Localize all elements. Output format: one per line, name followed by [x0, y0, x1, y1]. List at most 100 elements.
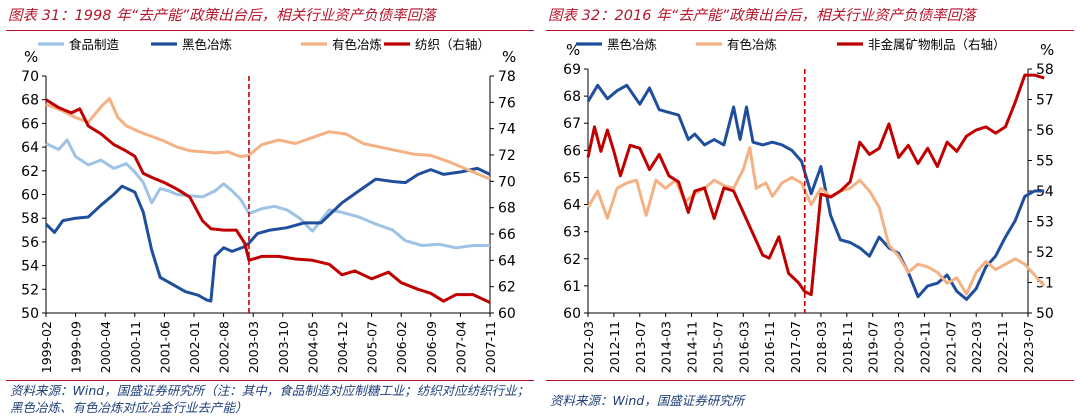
series-line-纺织（右轴）: [45, 98, 491, 304]
x-tick-label: 1999-09: [69, 321, 84, 373]
x-tick-label: 2014-03: [659, 321, 674, 373]
y-tick-label: 62: [21, 164, 39, 180]
y-tick-label: 64: [563, 198, 581, 214]
series-line-有色冶炼: [45, 97, 491, 181]
y-tick-label: 58: [21, 211, 39, 227]
x-tick-label: 2012-11: [607, 321, 622, 373]
y-tick-label: 68: [563, 89, 581, 105]
title-rule: [6, 30, 534, 31]
x-tick-label: 2000-11: [128, 321, 143, 373]
y-tick-label: 63: [563, 225, 581, 241]
y2-tick-label: 64: [498, 253, 516, 269]
y-tick-label: 69: [563, 62, 581, 78]
y2-tick-label: 57: [1036, 93, 1054, 109]
x-tick-label: 2020-11: [917, 321, 932, 373]
y-tick-label: 60: [21, 188, 39, 204]
y2-tick-label: 72: [498, 148, 516, 164]
y-tick-label: 54: [21, 259, 39, 275]
legend-label: 纺织（右轴）: [415, 37, 490, 52]
y2-tick-label: 74: [498, 122, 516, 138]
y2-tick-label: 55: [1036, 154, 1054, 170]
x-tick-label: 2019-07: [866, 321, 881, 373]
x-tick-label: 2005-07: [365, 321, 380, 373]
y2-tick-label: 60: [498, 306, 516, 322]
x-tick-label: 2003-10: [276, 321, 291, 373]
legend-label: 食品制造: [69, 37, 120, 52]
y-tick-label: 60: [563, 306, 581, 322]
x-tick-label: 2018-03: [814, 321, 829, 373]
x-tick-label: 2013-07: [633, 321, 648, 373]
x-tick-label: 2007-04: [453, 321, 468, 373]
x-tick-label: 2021-07: [943, 321, 958, 373]
y-tick-label: 52: [21, 282, 39, 298]
y2-tick-label: 62: [498, 280, 516, 296]
source-rule: [6, 380, 534, 381]
chart-title: 图表 31：1998 年“去产能”政策出台后，相关行业资产负债率回落: [8, 8, 436, 24]
y2-tick-label: 53: [1036, 215, 1054, 231]
y-tick-label: 50: [21, 306, 39, 322]
line-chart-31: % % 食品制造 黑色冶炼 有色冶炼 纺织（右轴） 50 52 54 56 58 60 62 64 66 68…: [21, 37, 516, 373]
chart-title: 图表 32：2016 年“去产能”政策出台后，相关行业资产负债率回落: [548, 8, 976, 24]
x-tick-label: 2002-01: [187, 321, 202, 373]
chart-panel-32: 图表 32：2016 年“去产能”政策出台后，相关行业资产负债率回落 %% 黑色冶…: [546, 0, 1076, 420]
chart-panel-31: 图表 31：1998 年“去产能”政策出台后，相关行业资产负债率回落 %% 食品制…: [6, 0, 536, 420]
left-axis-unit: %: [24, 48, 38, 66]
x-tick-label: 2017-07: [788, 321, 803, 373]
y2-tick-label: 70: [498, 174, 516, 190]
right-axis-unit: %: [502, 48, 516, 66]
x-tick-label: 1999-02: [39, 321, 54, 373]
series-line-食品制造: [45, 138, 490, 250]
x-tick-label: 2014-11: [685, 321, 700, 373]
source-rule: [546, 380, 1074, 381]
x-tick-label: 2012-03: [581, 321, 596, 373]
y-tick-label: 64: [21, 140, 39, 156]
y2-tick-label: 76: [498, 95, 516, 111]
x-tick-label: 2023-07: [1021, 321, 1036, 373]
x-tick-label: 2016-11: [762, 321, 777, 373]
x-tick-label: 2004-12: [335, 321, 350, 373]
line-chart-32: % %黑色冶炼 有色冶炼 非金属矿物制品（右轴）6061626364656667686…: [563, 37, 1054, 373]
y2-tick-label: 78: [498, 69, 516, 85]
y-tick-label: 66: [563, 143, 581, 159]
y-tick-label: 56: [21, 235, 39, 251]
source-note: 资料来源：Wind，国盛证券研究所: [550, 393, 745, 408]
legend-label: 黑色冶炼: [607, 37, 657, 52]
y-tick-label: 67: [563, 116, 581, 132]
y2-tick-label: 50: [1036, 306, 1054, 322]
y2-tick-label: 52: [1036, 245, 1054, 261]
series-line-黑色冶炼: [44, 166, 491, 303]
x-tick-label: 2001-06: [157, 321, 172, 373]
y2-tick-label: 68: [498, 201, 516, 217]
y2-tick-label: 58: [1036, 62, 1054, 78]
source-note: 资料来源：Wind，国盛证券研究所（注：其中，食品制造对应制糖工业；纺织对应纺织…: [10, 383, 530, 415]
x-tick-label: 2006-09: [424, 321, 439, 373]
legend-label: 非金属矿物制品（右轴）: [868, 37, 1006, 52]
x-tick-label: 2000-04: [98, 321, 113, 373]
x-tick-label: 2003-03: [246, 321, 261, 373]
legend-label: 黑色冶炼: [182, 37, 232, 52]
x-tick-label: 2022-03: [969, 321, 984, 373]
legend-label: 有色冶炼: [727, 37, 777, 52]
x-tick-label: 2016-03: [736, 321, 751, 373]
y-tick-label: 70: [21, 69, 39, 85]
title-rule: [546, 30, 1074, 31]
y-tick-label: 62: [563, 252, 581, 268]
series-line-黑色冶炼: [586, 83, 1045, 301]
y-tick-label: 68: [21, 93, 39, 109]
series-line-非金属矿物制品（右轴）: [586, 73, 1045, 297]
x-tick-label: 2022-11: [995, 321, 1010, 373]
y2-tick-label: 56: [1036, 123, 1054, 139]
y-tick-label: 65: [563, 170, 581, 186]
right-axis-unit: %: [1040, 41, 1054, 59]
legend-label: 有色冶炼: [332, 37, 382, 52]
series-line-有色冶炼: [586, 146, 1046, 296]
y-tick-label: 61: [563, 279, 581, 295]
y-tick-label: 66: [21, 116, 39, 132]
y2-tick-label: 66: [498, 227, 516, 243]
x-tick-label: 2002-08: [217, 321, 232, 373]
x-tick-label: 2007-11: [483, 321, 498, 373]
x-tick-label: 2018-11: [840, 321, 855, 373]
x-tick-label: 2020-03: [892, 321, 907, 373]
y2-tick-label: 54: [1036, 184, 1054, 200]
x-tick-label: 2015-07: [710, 321, 725, 373]
